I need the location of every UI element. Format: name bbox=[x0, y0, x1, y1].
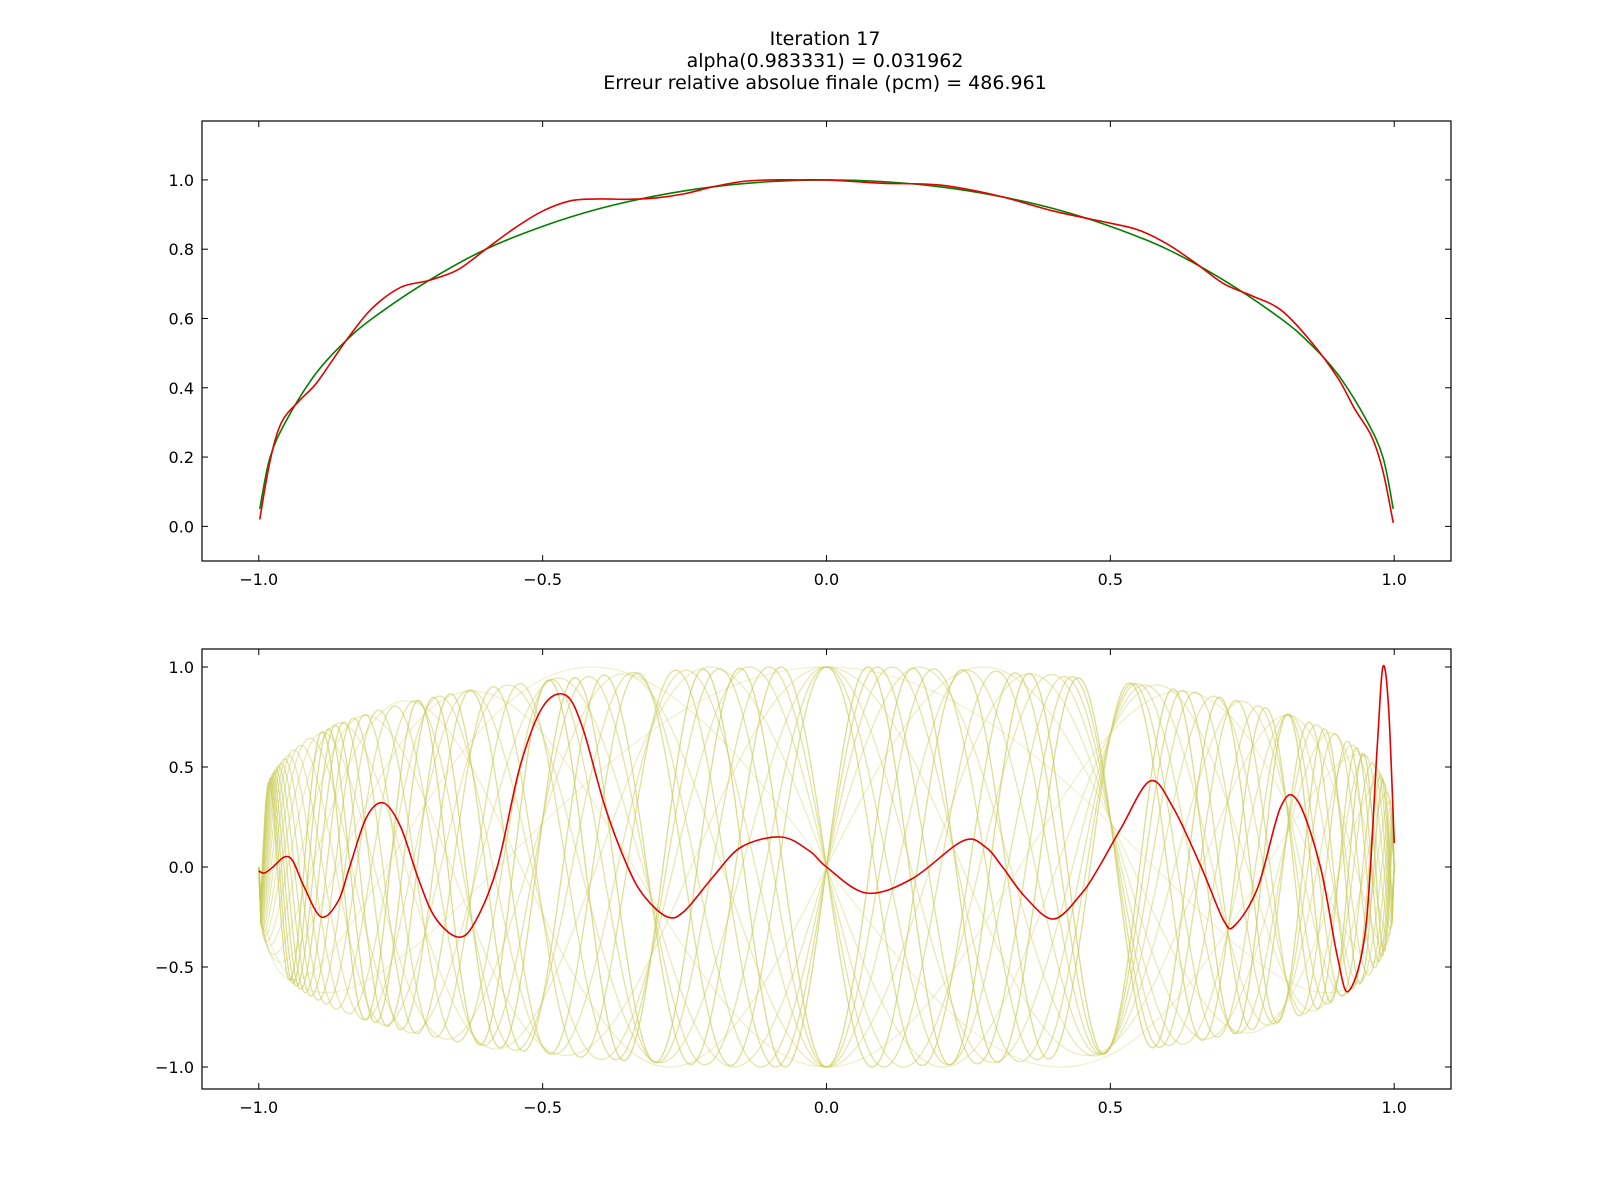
top-xtick-label: 1.0 bbox=[1382, 570, 1407, 589]
top-ytick-label: 0.4 bbox=[169, 379, 194, 398]
top-xtick-label: 0.5 bbox=[1098, 570, 1123, 589]
bottom-xtick-label: 1.0 bbox=[1382, 1098, 1407, 1117]
bottom-background-curve-18 bbox=[258, 667, 1395, 1068]
top-series-line-0 bbox=[258, 179, 1395, 510]
bottom-xtick-label: 0.5 bbox=[1098, 1098, 1123, 1117]
bottom-ytick-label: 0.5 bbox=[169, 758, 194, 777]
top-xtick-label: 0.0 bbox=[814, 570, 839, 589]
top-series-line-1 bbox=[258, 178, 1395, 524]
chart-title: Iteration 17 alpha(0.983331) = 0.031962 … bbox=[0, 28, 1600, 94]
bottom-background-curve-16 bbox=[258, 666, 1395, 1067]
top-ytick-label: 0.6 bbox=[169, 309, 194, 328]
bottom-plot-area bbox=[258, 664, 1396, 1068]
bottom-ytick-label: 1.0 bbox=[169, 658, 194, 677]
title-line-iteration: Iteration 17 bbox=[769, 28, 881, 50]
title-line-error: Erreur relative absolue finale (pcm) = 4… bbox=[603, 72, 1047, 94]
bottom-plot-axes: −1.0 −0.5 0.0 0.5 1.0 −1.0 −0.5 0.0 0.5 1.0 bbox=[155, 648, 1452, 1117]
bottom-xtick-label: 0.0 bbox=[814, 1098, 839, 1117]
bottom-ytick-label: −0.5 bbox=[155, 958, 194, 977]
bottom-ytick-label: 0.0 bbox=[169, 858, 194, 877]
top-xtick-label: −0.5 bbox=[523, 570, 562, 589]
top-frame bbox=[201, 120, 1452, 562]
top-ytick-label: 0.0 bbox=[169, 517, 194, 536]
top-xtick-label: −1.0 bbox=[239, 570, 278, 589]
top-plot-axes: −1.0 −0.5 0.0 0.5 1.0 0.0 0.2 0.4 0.6 0.8 1.0 bbox=[169, 120, 1452, 589]
bottom-xtick-label: −1.0 bbox=[239, 1098, 278, 1117]
top-ytick-label: 0.2 bbox=[169, 448, 194, 467]
top-ytick-label: 0.8 bbox=[169, 240, 194, 259]
bottom-highlight-line bbox=[258, 664, 1396, 993]
top-ytick-label: 1.0 bbox=[169, 171, 194, 190]
top-plot-area bbox=[258, 178, 1395, 524]
bottom-xtick-label: −0.5 bbox=[523, 1098, 562, 1117]
bottom-ytick-label: −1.0 bbox=[155, 1058, 194, 1077]
title-line-alpha: alpha(0.983331) = 0.031962 bbox=[686, 50, 964, 72]
